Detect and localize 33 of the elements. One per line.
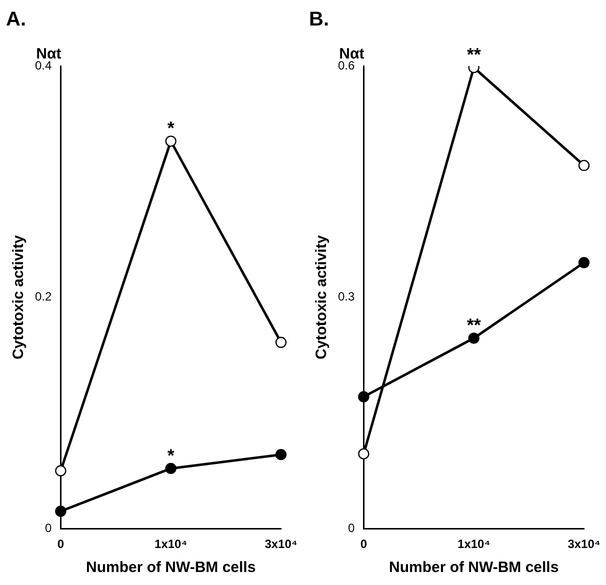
annotation: *: [167, 118, 174, 138]
point: [468, 332, 480, 344]
y-tick-label: 0.6: [338, 58, 355, 72]
point: [165, 136, 176, 147]
y-tick-label: 0: [44, 520, 52, 535]
point: [578, 257, 590, 268]
chart-title: A.: [6, 8, 26, 31]
x-tick-label: 3x10⁴: [568, 537, 600, 552]
annotation: **: [466, 44, 481, 65]
point: [275, 448, 287, 460]
x-tick-label: 1x10⁴: [458, 537, 490, 552]
x-tick-label: 0: [57, 537, 64, 552]
x-tick-label: 3x10⁴: [264, 537, 298, 552]
x-tick-label: 1x10⁴: [154, 537, 188, 552]
point: [358, 448, 370, 460]
point: [275, 336, 287, 348]
point: [55, 465, 66, 476]
point: [55, 506, 66, 517]
point: [165, 462, 176, 474]
y-axis-title: Cytotoxic activity: [10, 234, 28, 360]
annotation: *: [167, 445, 174, 466]
point: [578, 160, 590, 172]
y-tick-label: 0.3: [338, 290, 355, 304]
annotation: **: [466, 315, 481, 336]
y-tick-label: 0.2: [34, 290, 52, 304]
y-axis-title: Cytotoxic activity: [313, 234, 330, 360]
x-axis-title: Number of NW-BM cells: [388, 559, 559, 576]
chart-title: B.: [309, 8, 329, 31]
x-axis-title: Number of NW-BM cells: [86, 559, 256, 576]
y-tick-label: 0.4: [34, 58, 52, 72]
point: [358, 391, 370, 402]
y-tick-label: 0: [348, 520, 355, 535]
x-tick-label: 0: [360, 537, 368, 552]
